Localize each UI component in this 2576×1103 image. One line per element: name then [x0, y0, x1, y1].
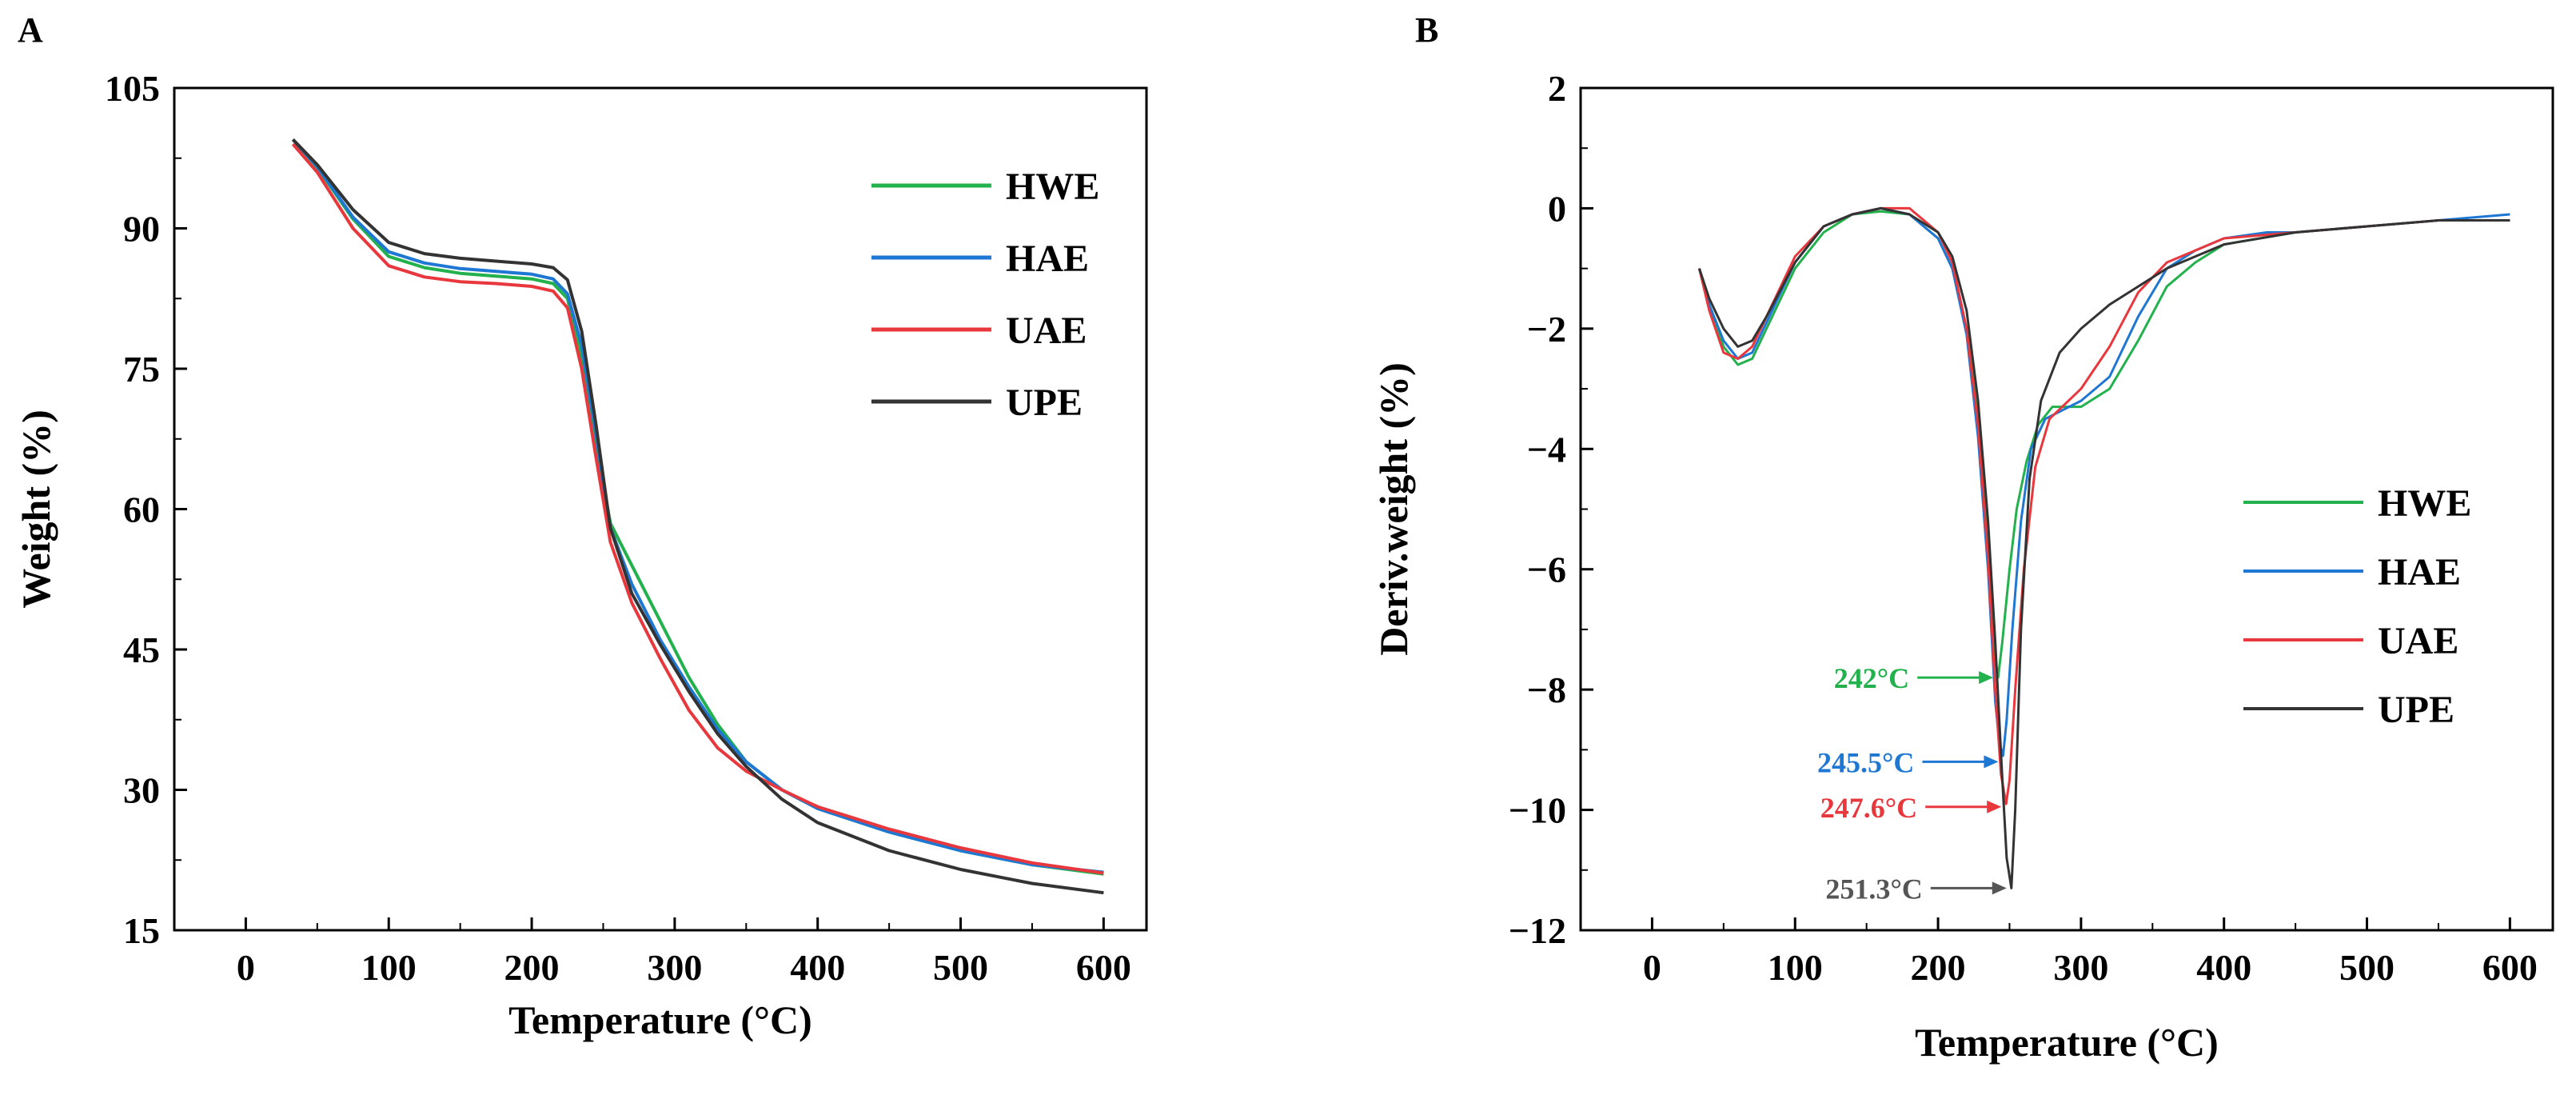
x-tick-label: 200: [504, 947, 560, 988]
panel-b-annotations: 242°C 245.5°C 247.6°C 251.3°C: [1817, 662, 2007, 905]
y-tick-label: 75: [123, 349, 160, 390]
y-tick-label: 105: [105, 68, 160, 109]
annotation-label: 242°C: [1834, 662, 1909, 694]
legend-label-hae: HAE: [2378, 551, 2461, 593]
panel-b-letter: B: [1415, 10, 1438, 50]
y-tick-label: 90: [123, 209, 160, 250]
legend-label-upe: UPE: [2378, 689, 2454, 731]
panel-b-legend: HWE HAE UAE UPE: [2243, 482, 2471, 731]
y-tick-label: −12: [1509, 910, 1566, 951]
series-line-uae: [291, 142, 1104, 875]
x-tick-label: 600: [2482, 947, 2538, 988]
x-tick-label: 500: [933, 947, 988, 988]
legend-label-uae: UAE: [1006, 310, 1087, 352]
x-tick-label: 100: [361, 947, 417, 988]
panel-a-plot-frame: [173, 86, 1148, 932]
x-tick-label: 0: [237, 947, 255, 988]
panel-b-y-axis-title: Deriv.weight (%): [1371, 362, 1416, 656]
x-tick-label: 600: [1076, 947, 1131, 988]
legend-label-upe: UPE: [1006, 382, 1083, 424]
panel-a-x-axis-title: Temperature (°C): [508, 997, 812, 1042]
y-tick-label: −4: [1527, 429, 1566, 470]
y-tick-label: 0: [1548, 188, 1566, 229]
legend-label-hwe: HWE: [1006, 166, 1099, 208]
panel-b-x-axis-title: Temperature (°C): [1915, 1020, 2219, 1065]
y-tick-label: 30: [123, 770, 160, 811]
y-tick-label: −6: [1527, 550, 1566, 590]
annotation-arrow-head: [1987, 800, 2002, 813]
legend-label-hwe: HWE: [2378, 482, 2471, 525]
panel-a-ticks: 0 100 200 300 400 500 600 15 30 45 60 75 90 105: [105, 68, 1131, 988]
x-tick-label: 500: [2339, 947, 2395, 988]
annotation-label: 247.6°C: [1820, 792, 1917, 824]
x-tick-label: 100: [1768, 947, 1823, 988]
x-tick-label: 300: [647, 947, 702, 988]
x-tick-label: 200: [1911, 947, 1966, 988]
y-tick-label: 60: [123, 490, 160, 530]
panel-b-series: [1697, 206, 2510, 889]
x-tick-label: 300: [2053, 947, 2108, 988]
panel-b: B 0 100 200 300 400 500 600 −12 −10 −8 −6 −4 −2 0 2 24…: [1371, 10, 2554, 1065]
panel-b-ticks: 0 100 200 300 400 500 600 −12 −10 −8 −6 −4 −2 0 2: [1509, 68, 2538, 988]
annotation-arrow-head: [1984, 755, 1999, 769]
y-tick-label: 45: [123, 629, 160, 670]
x-tick-label: 0: [1643, 947, 1661, 988]
panel-a: A 0 100 200 300 400 500 600 15 30 45 60 75 90 105 HWE…: [14, 10, 1148, 1042]
legend-label-hae: HAE: [1006, 238, 1089, 280]
x-tick-label: 400: [2196, 947, 2251, 988]
series-line-hwe: [1697, 210, 2510, 679]
annotation-label: 245.5°C: [1817, 746, 1914, 778]
y-tick-label: −8: [1527, 669, 1566, 710]
panel-a-series: [291, 138, 1104, 895]
annotation-arrow-head: [1992, 881, 2007, 895]
y-tick-label: −2: [1527, 309, 1566, 350]
panel-a-letter: A: [18, 10, 43, 50]
y-tick-label: −10: [1509, 790, 1566, 831]
annotation-label: 251.3°C: [1825, 873, 1922, 905]
x-tick-label: 400: [790, 947, 845, 988]
annotation-arrow-head: [1979, 671, 1994, 685]
y-tick-label: 15: [123, 910, 160, 951]
series-line-upe: [291, 138, 1104, 895]
panel-a-legend: HWE HAE UAE UPE: [871, 166, 1099, 424]
legend-label-uae: UAE: [2378, 620, 2458, 662]
panel-a-y-axis-title: Weight (%): [14, 410, 58, 609]
series-line-upe: [1697, 206, 2510, 889]
series-line-uae: [1697, 206, 2510, 805]
y-tick-label: 2: [1548, 68, 1566, 109]
